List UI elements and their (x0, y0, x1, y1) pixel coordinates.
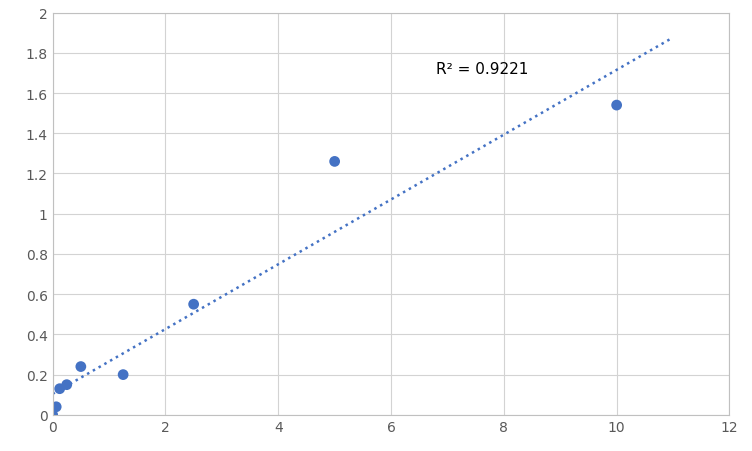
Point (75, 363, 86, 370)
Text: R² = 0.9221: R² = 0.9221 (436, 62, 529, 77)
Point (53, 385, 65, 392)
Point (611, 102, 623, 110)
Point (61, 381, 73, 388)
Point (50, 403, 62, 410)
Point (47, 411, 59, 419)
Point (329, 158, 341, 166)
Point (117, 371, 129, 378)
Point (187, 301, 199, 308)
